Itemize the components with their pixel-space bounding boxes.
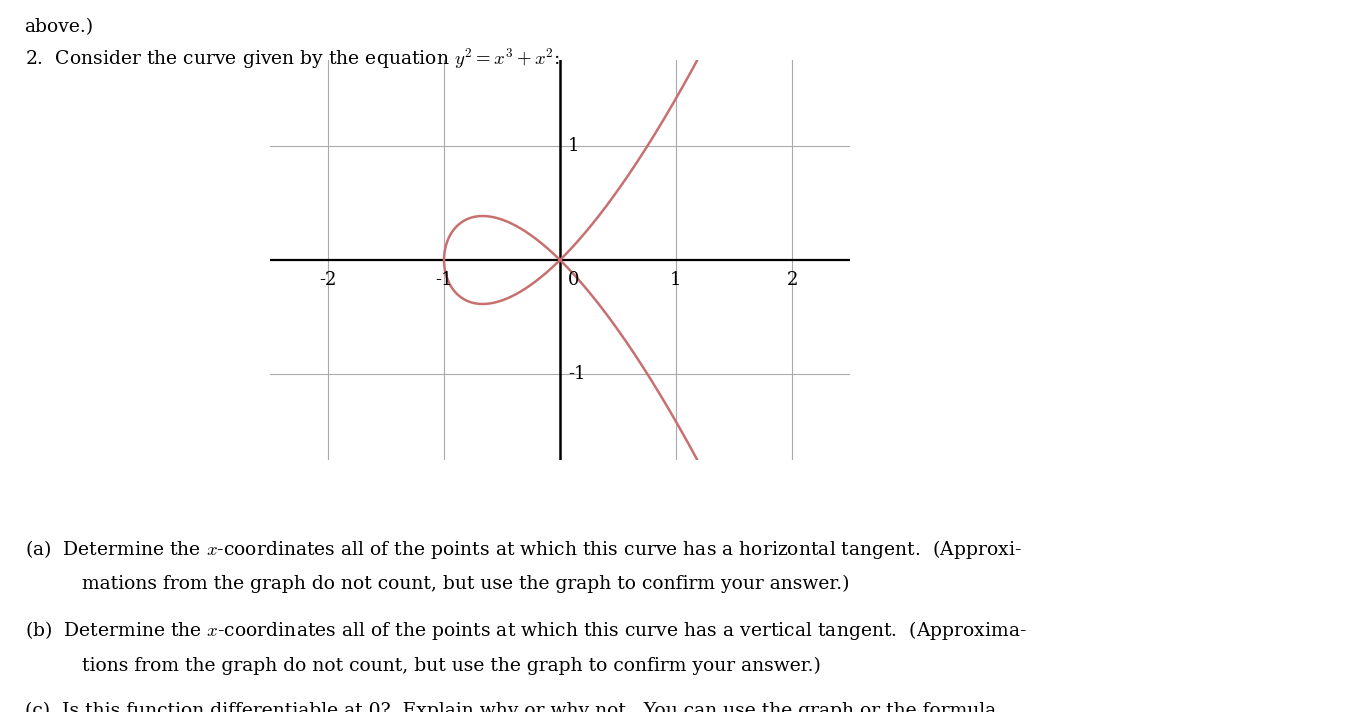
Text: 1: 1 <box>670 271 681 290</box>
Text: (a)  Determine the $x$-coordinates all of the points at which this curve has a h: (a) Determine the $x$-coordinates all of… <box>25 538 1022 560</box>
Text: -1: -1 <box>435 271 453 290</box>
Text: (b)  Determine the $x$-coordinates all of the points at which this curve has a v: (b) Determine the $x$-coordinates all of… <box>25 619 1026 642</box>
Text: 0: 0 <box>568 271 580 290</box>
Text: -2: -2 <box>319 271 337 290</box>
Text: tions from the graph do not count, but use the graph to confirm your answer.): tions from the graph do not count, but u… <box>82 656 821 675</box>
Text: -1: -1 <box>568 365 586 383</box>
Text: mations from the graph do not count, but use the graph to confirm your answer.): mations from the graph do not count, but… <box>82 575 850 593</box>
Text: 1: 1 <box>568 137 580 155</box>
Text: 2.  Consider the curve given by the equation $y^2 = x^3 + x^2$:: 2. Consider the curve given by the equat… <box>25 46 560 71</box>
Text: (c)  Is this function differentiable at 0?  Explain why or why not.  You can use: (c) Is this function differentiable at 0… <box>25 701 1001 712</box>
Text: above.): above.) <box>25 18 94 36</box>
Text: 2: 2 <box>787 271 798 290</box>
